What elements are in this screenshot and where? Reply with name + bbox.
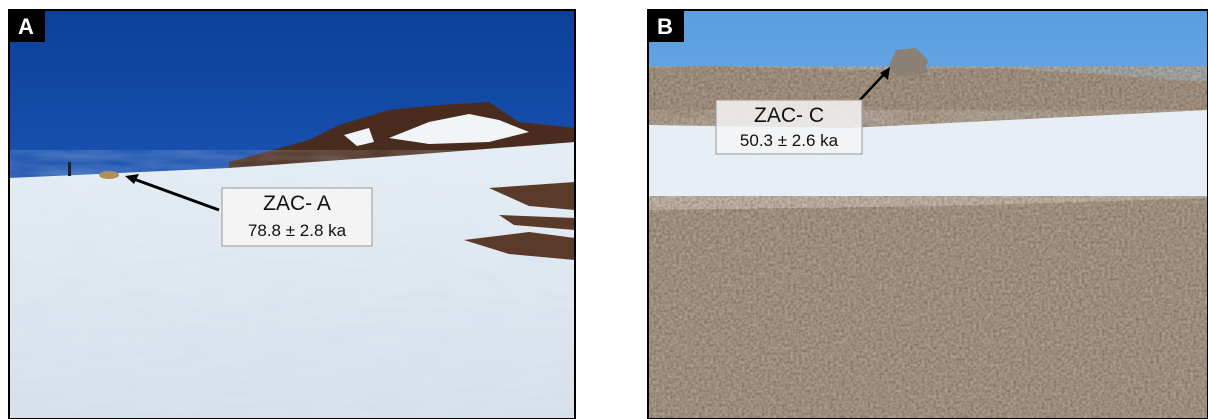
panel-label-box	[9, 10, 45, 42]
snow-patch	[389, 114, 529, 144]
sample-name: ZAC- C	[754, 104, 824, 127]
panel-label: B	[657, 14, 673, 39]
panel-label-box	[648, 10, 684, 42]
boulder	[888, 48, 928, 76]
arrow-head	[880, 67, 890, 80]
panel-b: ZAC- C 50.3 ± 2.6 ka B	[647, 9, 1208, 419]
hiker	[68, 162, 71, 176]
label-box	[221, 187, 373, 247]
boulder	[99, 171, 119, 179]
sample-age: 78.8 ± 2.8 ka	[248, 221, 347, 240]
panel-label: A	[18, 14, 34, 39]
arrow-line	[859, 71, 887, 101]
arrow-head	[125, 174, 139, 184]
panel-border	[8, 9, 576, 419]
snow-patch	[344, 128, 374, 146]
gravel-texture	[648, 196, 1208, 419]
sample-name: ZAC- A	[263, 192, 331, 215]
label-box	[715, 99, 863, 155]
sample-age: 50.3 ± 2.6 ka	[740, 131, 839, 150]
rock-outcrop	[464, 182, 575, 260]
arrow-line	[130, 176, 220, 212]
panel-a: ZAC- A 78.8 ± 2.8 ka A	[8, 9, 576, 419]
panel-border	[647, 9, 1208, 419]
